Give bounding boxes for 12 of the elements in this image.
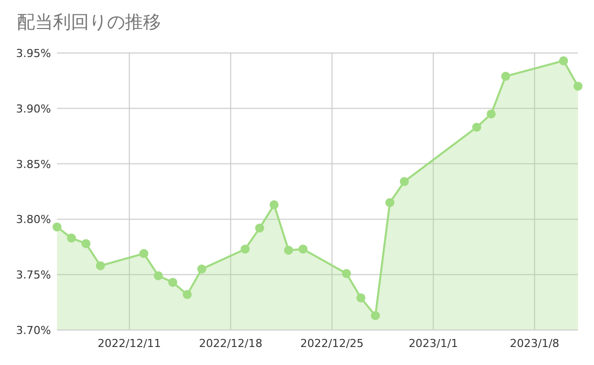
x-tick-label: 2022/12/25 xyxy=(300,337,364,350)
y-tick-label: 3.95% xyxy=(16,47,51,60)
y-tick-label: 3.70% xyxy=(16,324,51,337)
y-tick-label: 3.85% xyxy=(16,158,51,171)
y-tick-label: 3.75% xyxy=(16,268,51,282)
x-tick-label: 2023/1/1 xyxy=(408,337,458,350)
y-tick-label: 3.80% xyxy=(16,213,51,226)
x-tick-label: 2023/1/8 xyxy=(510,337,560,350)
title: 配当利回りの推移 xyxy=(17,12,161,33)
x-tick-label: 2022/12/11 xyxy=(98,337,162,350)
x-tick-label: 2022/12/18 xyxy=(198,337,262,350)
y-tick-label: 3.90% xyxy=(16,102,51,116)
